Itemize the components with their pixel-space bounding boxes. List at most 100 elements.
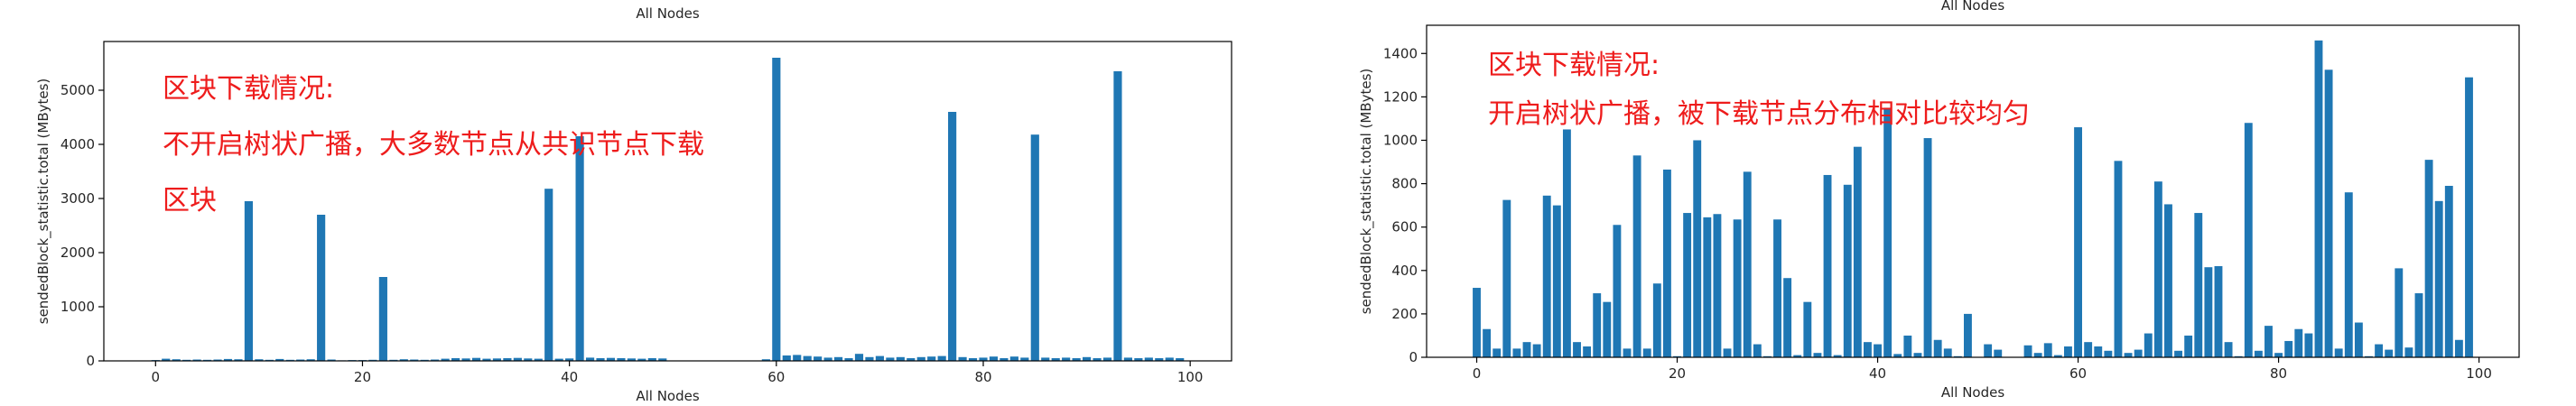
chart2-bar xyxy=(1783,278,1792,357)
chart2-bar xyxy=(2294,328,2303,357)
chart2-bar xyxy=(1923,138,1932,357)
chart2-bar xyxy=(1502,199,1511,357)
chart1-bar xyxy=(865,356,874,361)
chart1-bar xyxy=(192,359,201,361)
chart2-x-axis-title: All Nodes xyxy=(1941,384,2005,401)
chart1-bar xyxy=(1082,356,1092,361)
chart2-bar xyxy=(1662,169,1671,357)
chart2-bar xyxy=(1573,342,1581,357)
chart2-bar xyxy=(1833,355,1842,357)
chart1-bar xyxy=(907,358,916,361)
chart2-bar xyxy=(2424,160,2433,357)
chart1-bar xyxy=(1155,358,1164,361)
chart1-x-tick-label: 60 xyxy=(767,369,785,385)
chart2-bar xyxy=(1984,344,1993,357)
chart2-bar xyxy=(2404,347,2413,357)
chart2-y-tick-label: 1000 xyxy=(1383,132,1418,148)
chart2-bar xyxy=(2124,353,2133,357)
chart2-bar xyxy=(1632,155,1641,357)
chart1-bar xyxy=(1123,357,1132,361)
chart2-bar xyxy=(2254,350,2263,357)
chart2-bar xyxy=(1762,355,1772,357)
chart1-bar xyxy=(534,358,543,361)
chart2-plot-frame xyxy=(1426,24,2520,358)
chart2-bar xyxy=(1693,140,1702,357)
chart1-bar xyxy=(1030,134,1039,361)
chart2-bar xyxy=(2454,339,2463,357)
chart2-annotation-line: 区块下载情况: xyxy=(1488,50,1660,81)
chart1-bar xyxy=(793,355,802,361)
chart2-bar xyxy=(1803,301,1812,357)
chart2-bar xyxy=(1964,313,1972,357)
chart2-bar xyxy=(1743,171,1752,357)
chart1-bar xyxy=(513,357,522,361)
chart1-bar xyxy=(814,356,823,361)
chart2-bar xyxy=(2395,268,2404,357)
chart2-bar xyxy=(1933,339,1942,357)
chart1-bar xyxy=(223,358,233,361)
chart2-bar xyxy=(2153,181,2162,357)
chart2-bar xyxy=(1532,344,1541,357)
chart2-bar xyxy=(2134,349,2143,357)
chart2-bar xyxy=(2444,185,2453,357)
chart2-bar xyxy=(2434,200,2443,357)
chart2-bar xyxy=(1583,346,1592,357)
chart1-bar xyxy=(1102,357,1112,361)
chart1-bar xyxy=(979,357,988,361)
chart2-bar xyxy=(2064,346,2072,357)
chart1-bar xyxy=(492,358,502,361)
chart2-bar xyxy=(1874,344,1882,357)
chart1-bar xyxy=(378,277,387,361)
chart1-x-tick-label: 40 xyxy=(561,369,578,385)
chart1-bar xyxy=(958,356,967,361)
chart2-bar xyxy=(2224,342,2233,357)
chart1-bar xyxy=(937,355,946,361)
chart2-y-tick-label: 0 xyxy=(1409,349,1418,365)
chart2-bar xyxy=(2053,355,2062,357)
chart2-bar xyxy=(2334,348,2343,357)
chart1-bar xyxy=(875,355,884,361)
chart2-bar xyxy=(1793,355,1802,357)
chart2-bar xyxy=(1512,348,1521,357)
chart2-bar xyxy=(2264,326,2273,357)
chart1-annotation-line: 区块下载情况: xyxy=(163,73,334,105)
chart1-bar xyxy=(606,357,616,361)
chart2-bar xyxy=(1843,184,1852,357)
chart2-title: All Nodes xyxy=(1941,0,2005,14)
chart1-bar xyxy=(647,358,656,361)
chart1-bar xyxy=(431,359,440,361)
chart1-y-tick-label: 5000 xyxy=(60,82,95,98)
chart1-bar xyxy=(844,358,853,361)
chart2-bar xyxy=(1864,342,1872,357)
chart2-bar xyxy=(2033,353,2042,357)
chart1-bar xyxy=(1134,358,1143,361)
chart1-bar xyxy=(244,201,254,361)
chart2-bar xyxy=(1753,344,1762,357)
chart1-bar xyxy=(1051,358,1060,361)
chart2-bar xyxy=(1733,219,1742,357)
chart1-y-axis-title: sendedBlock_statistic.total (MBytes) xyxy=(35,78,52,325)
chart1-bar xyxy=(948,112,957,361)
chart1-bar xyxy=(637,358,646,361)
chart2-bar xyxy=(2375,344,2384,357)
chart1-bar xyxy=(854,354,864,361)
chart1-bar xyxy=(1020,357,1029,361)
chart2-bar xyxy=(2284,340,2293,357)
chart2-x-tick-label: 100 xyxy=(2466,365,2492,382)
chart1-bar xyxy=(441,358,450,361)
chart2-x-tick-label: 20 xyxy=(1669,365,1686,382)
chart2-bar xyxy=(2023,345,2032,357)
chart2-bar xyxy=(2114,161,2123,357)
chart1-bar xyxy=(1113,71,1122,361)
chart2-bar xyxy=(2414,293,2423,357)
chart1-annotation-line: 不开启树状广播，大多数节点从共识节点下载 xyxy=(163,129,704,161)
chart2-bar xyxy=(2104,350,2113,357)
chart2-bar xyxy=(2314,40,2323,357)
chart2-bar xyxy=(1552,205,1561,357)
chart1-bar xyxy=(544,189,553,361)
chart1-bar xyxy=(803,355,812,361)
chart1-bar xyxy=(565,358,574,361)
chart1-bar xyxy=(1062,357,1071,361)
chart2-bar xyxy=(2164,204,2172,357)
chart2-bar xyxy=(1994,349,2003,357)
